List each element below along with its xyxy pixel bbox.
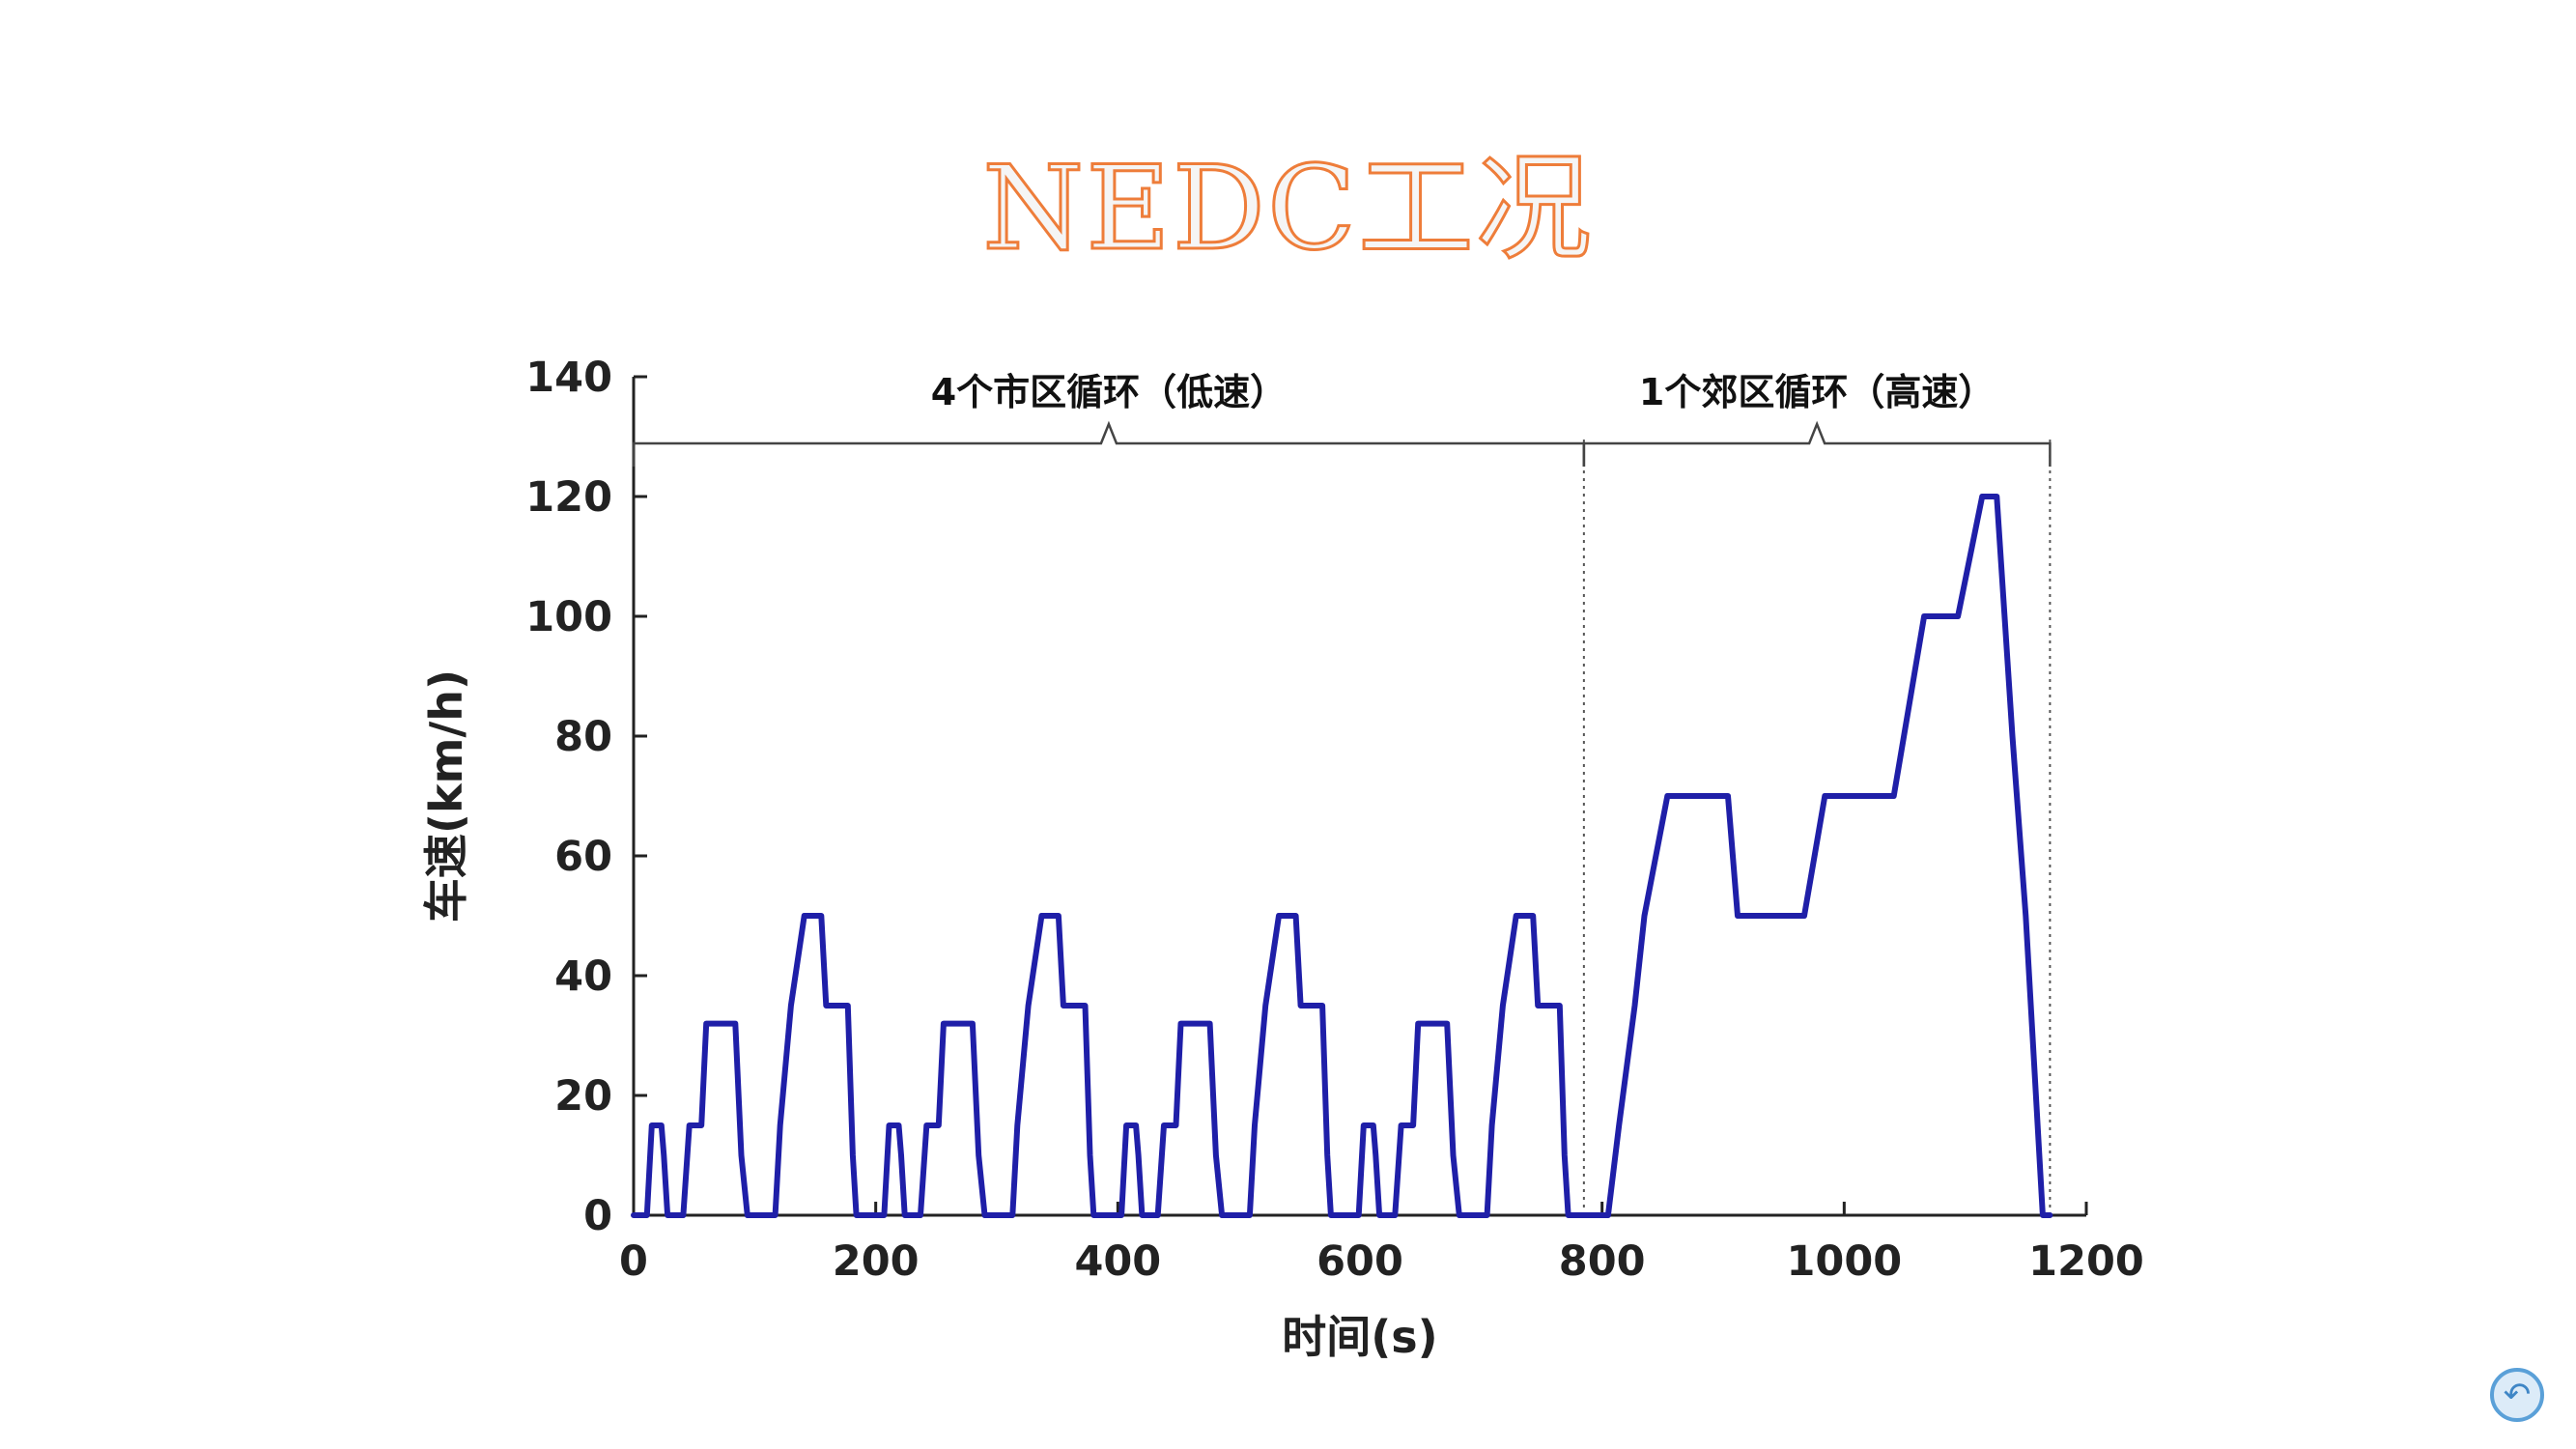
y-tick-label: 120 <box>525 473 612 522</box>
y-tick-label: 80 <box>554 713 612 761</box>
y-tick-label: 60 <box>554 833 612 881</box>
undo-icon[interactable]: ↶ <box>2490 1368 2544 1422</box>
cycle-annotations: 4个市区循环（低速） 1个郊区循环（高速） <box>632 371 2052 1215</box>
x-tick-label: 0 <box>619 1237 648 1286</box>
cycle-annotation-label: 1个郊区循环（高速） <box>1639 371 1995 413</box>
x-tick-label: 200 <box>833 1237 920 1286</box>
cycle-brace <box>1582 420 2052 467</box>
cycle-annotation-label: 4个市区循环（低速） <box>931 371 1287 413</box>
slide-title: NEDC工况 <box>981 141 1594 278</box>
speed-series <box>631 494 2053 1218</box>
y-tick-label: 0 <box>583 1192 612 1240</box>
x-tick-label: 800 <box>1559 1237 1646 1286</box>
y-tick-label: 100 <box>525 593 612 641</box>
axes: 0 200 400 600 800 1000 1200 0 20 40 60 80 100 120 140 时… <box>420 354 2144 1363</box>
y-tick-label: 40 <box>554 952 612 1001</box>
y-tick-label: 140 <box>525 354 612 402</box>
x-tick-label: 400 <box>1074 1237 1161 1286</box>
x-axis-title: 时间(s) <box>1282 1311 1437 1363</box>
y-tick-label: 20 <box>554 1072 612 1121</box>
cycle-brace <box>632 420 1586 467</box>
x-tick-label: 1000 <box>1786 1237 1902 1286</box>
x-tick-label: 600 <box>1316 1237 1403 1286</box>
speed-line <box>631 494 2053 1218</box>
x-tick-label: 1200 <box>2028 1237 2144 1286</box>
y-axis-title: 车速(km/h) <box>420 669 472 923</box>
